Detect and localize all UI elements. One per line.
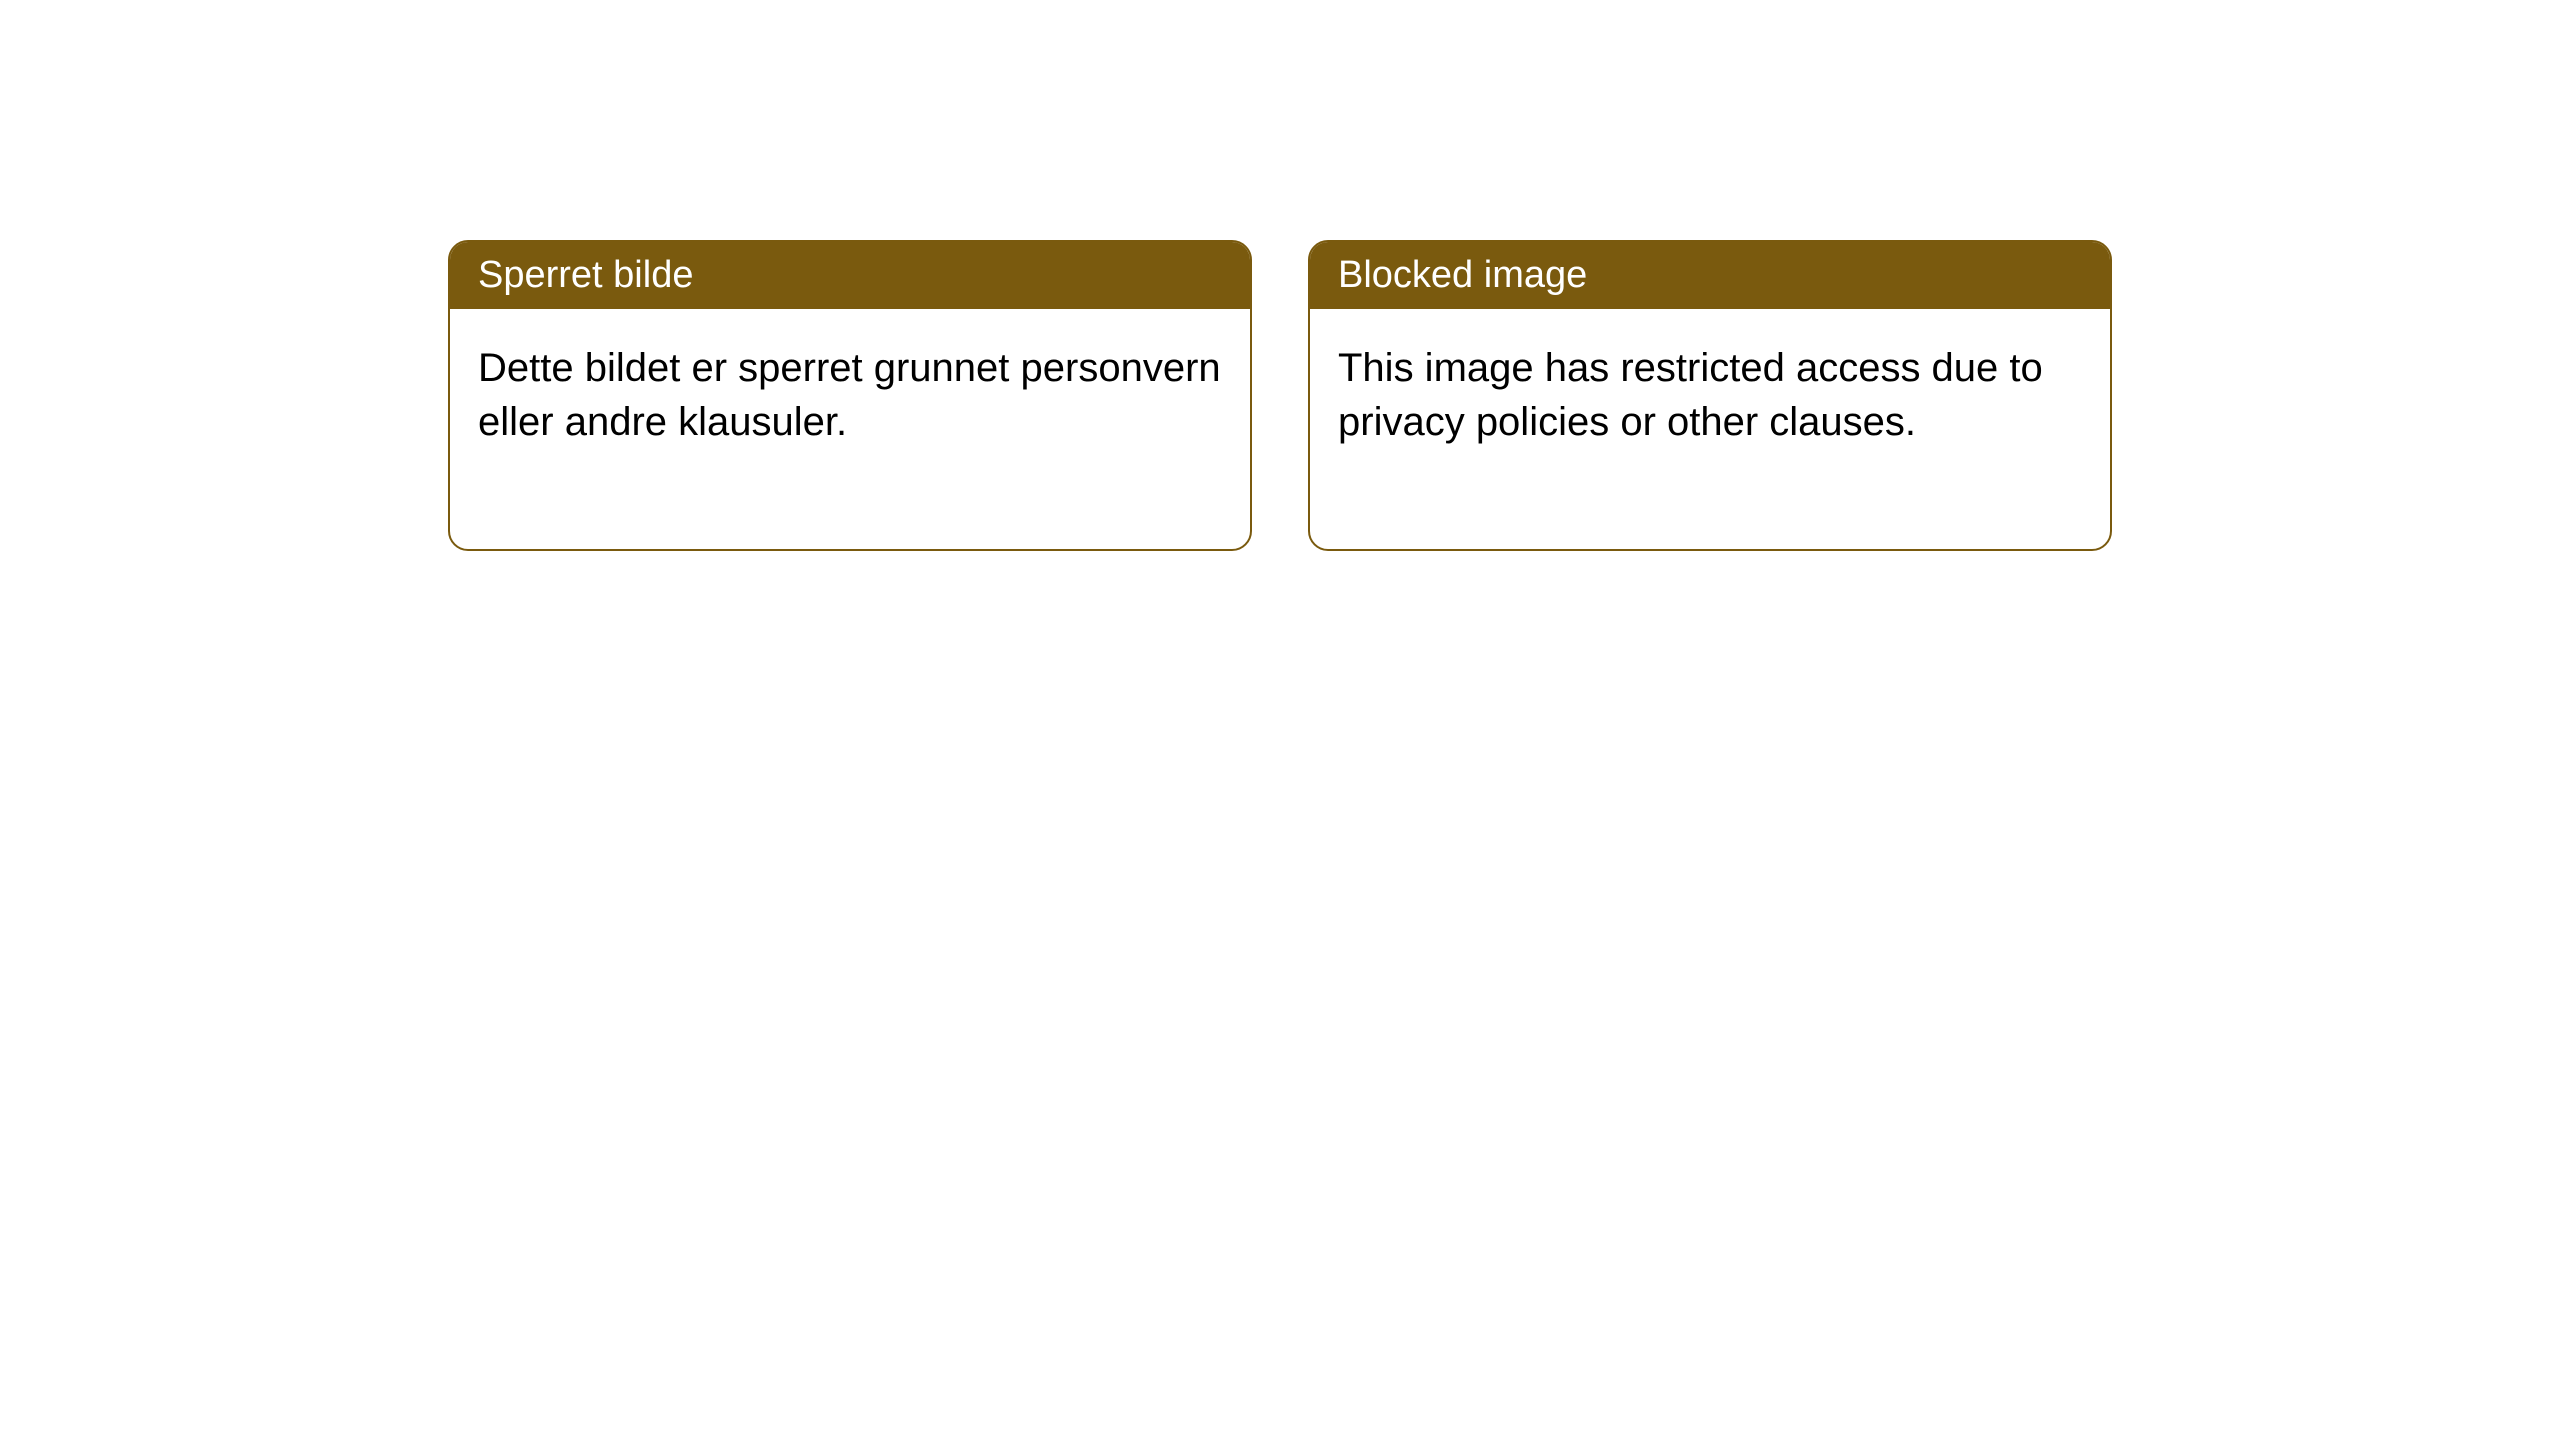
card-body: Dette bildet er sperret grunnet personve… (450, 309, 1250, 549)
card-header: Blocked image (1310, 242, 2110, 309)
notice-card-norwegian: Sperret bilde Dette bildet er sperret gr… (448, 240, 1252, 551)
card-message: Dette bildet er sperret grunnet personve… (478, 346, 1221, 444)
notice-container: Sperret bilde Dette bildet er sperret gr… (0, 0, 2560, 551)
card-body: This image has restricted access due to … (1310, 309, 2110, 549)
card-message: This image has restricted access due to … (1338, 346, 2043, 444)
card-title: Blocked image (1338, 254, 1587, 296)
notice-card-english: Blocked image This image has restricted … (1308, 240, 2112, 551)
card-header: Sperret bilde (450, 242, 1250, 309)
card-title: Sperret bilde (478, 254, 693, 296)
